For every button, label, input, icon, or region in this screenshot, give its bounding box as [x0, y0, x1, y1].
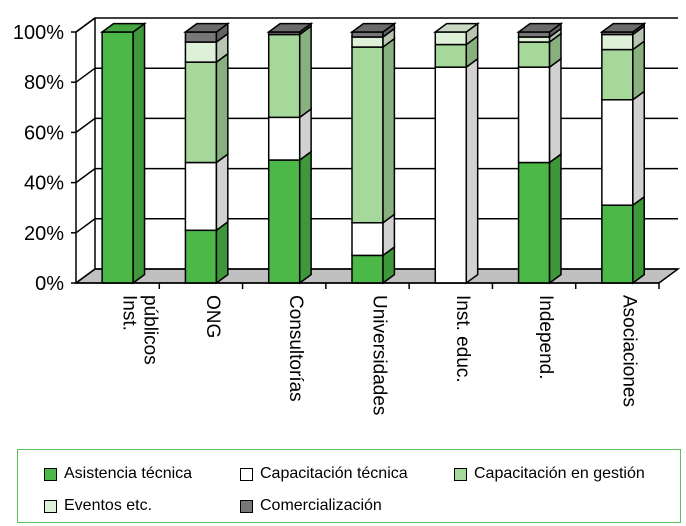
y-tick-label: 0%	[35, 273, 64, 295]
legend-swatch	[240, 467, 253, 481]
bar-segment-side	[465, 57, 479, 285]
bar-segment-top	[599, 22, 647, 33]
bar-segment-side	[215, 220, 229, 285]
bar-segment-top	[183, 22, 231, 33]
legend-item-eventos: Eventos etc.	[44, 497, 152, 515]
legend-item-capacitacion-en-gestion: Capacitación en gestión	[454, 465, 645, 483]
bar-segment-side	[215, 52, 229, 165]
y-tick-label: 60%	[24, 122, 64, 144]
x-tick-label-line: Universidades	[369, 295, 390, 415]
x-tick-label: Consultorías	[285, 295, 306, 402]
x-tick-label-line: Consultorías	[285, 295, 306, 402]
bar-segment-side	[215, 152, 229, 232]
legend-swatch	[454, 467, 467, 481]
bar-segment-side	[632, 89, 646, 207]
x-tick-label-line: Inst. educ.	[452, 295, 473, 383]
bar-segment-side	[632, 39, 646, 102]
bar-segment-front	[517, 41, 551, 68]
bar-segment-side	[548, 57, 562, 165]
y-tick-label: 20%	[24, 223, 64, 245]
bar-segment-side	[548, 152, 562, 285]
legend-label: Comercialización	[260, 497, 382, 514]
bar-segment-front	[351, 222, 384, 257]
bar-segment-front	[351, 31, 384, 38]
bar-segment-front	[267, 116, 301, 161]
bar-segment-front	[184, 61, 218, 164]
legend: Asistencia técnica Capacitación técnica …	[17, 449, 681, 523]
y-tick-label: 80%	[24, 72, 64, 94]
bar-segment-top	[99, 22, 147, 33]
x-tick-label: ONG	[202, 295, 223, 338]
bar-segment-side	[382, 37, 396, 225]
x-tick-label: Independ.	[535, 295, 556, 380]
bar-segment-front	[517, 31, 551, 38]
legend-label: Capacitación en gestión	[474, 465, 645, 482]
bar-segment-front	[517, 36, 551, 43]
stacked-bar-chart: 0% 20% 40% 60% 80% 100% Inst.públicos ONG Consul…	[13, 17, 681, 415]
bar-segment-side	[298, 24, 312, 119]
x-tick-label-line: ONG	[202, 295, 223, 338]
bar-segment-side	[132, 22, 146, 285]
bar-segment-front	[601, 33, 634, 51]
bar-segment-front	[434, 66, 468, 284]
x-tick-label-line: Asociaciones	[618, 295, 639, 407]
bar-segment-front	[184, 31, 218, 43]
bar-segment-front	[351, 36, 384, 48]
x-tick-label-line: Inst.	[119, 295, 140, 331]
bar-segment-front	[184, 229, 218, 284]
bar-segment-front	[601, 99, 634, 206]
legend-label: Capacitación técnica	[260, 465, 408, 482]
x-tick-label-line: públicos	[140, 295, 161, 365]
legend-swatch	[44, 467, 57, 481]
legend-item-comercializacion: Comercialización	[240, 497, 382, 515]
legend-label: Eventos etc.	[64, 497, 153, 514]
bar-segment-front	[184, 41, 218, 63]
y-tick-label: 40%	[24, 173, 64, 195]
bar-segment-front	[434, 43, 468, 68]
bar-segment-side	[632, 195, 646, 285]
bar-segment-top	[349, 22, 397, 33]
legend-item-capacitacion-tecnica: Capacitación técnica	[240, 465, 408, 483]
bar-segment-front	[267, 33, 301, 119]
y-axis	[75, 17, 96, 283]
bar-segment-front	[184, 161, 218, 232]
x-tick-label: Universidades	[369, 295, 390, 415]
legend-swatch	[44, 499, 57, 513]
bar-segment-side	[298, 150, 312, 285]
x-tick-label: Inst.públicos	[119, 295, 161, 365]
y-tick-label: 100%	[13, 22, 64, 44]
bar-segment-front	[517, 161, 551, 284]
bar-segment-top	[516, 22, 564, 33]
bar-segment-front	[434, 31, 468, 46]
x-tick-label: Inst. educ.	[452, 295, 473, 383]
bar-segment-front	[601, 204, 634, 284]
bar-segment-front	[101, 31, 134, 284]
x-tick-label: Asociaciones	[618, 295, 639, 407]
legend-label: Asistencia técnica	[64, 465, 193, 482]
legend-item-asistencia-tecnica: Asistencia técnica	[44, 465, 192, 483]
bar-segment-front	[601, 48, 634, 101]
bar-segment-front	[351, 254, 384, 284]
legend-swatch	[240, 499, 253, 513]
bar-segment-top	[266, 22, 314, 33]
bar-segment-front	[517, 66, 551, 164]
x-tick-label-line: Independ.	[535, 295, 556, 380]
bar-segment-top	[433, 22, 480, 33]
bar-segment-front	[351, 46, 384, 224]
bar-segment-front	[267, 159, 301, 284]
